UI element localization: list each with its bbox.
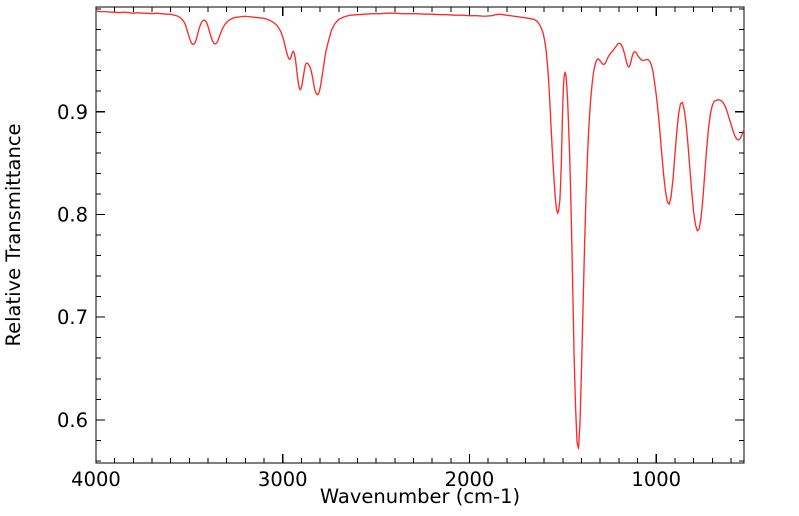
y-tick-label: 0.6 xyxy=(57,409,88,432)
y-axis-major-ticks xyxy=(96,111,744,421)
y-tick-label: 0.8 xyxy=(57,203,88,226)
spectrum-trace xyxy=(95,10,745,450)
x-axis-title: Wavenumber (cm-1) xyxy=(320,485,520,508)
y-axis-tick-labels: 0.6 0.7 0.8 0.9 xyxy=(57,101,88,432)
x-tick-label: 2000 xyxy=(445,468,495,491)
spectrum-series-group xyxy=(95,10,745,450)
y-tick-label: 0.9 xyxy=(57,101,88,124)
x-tick-label: 4000 xyxy=(71,468,121,491)
x-tick-label: 1000 xyxy=(631,468,681,491)
x-tick-label: 3000 xyxy=(258,468,308,491)
y-axis-title: Relative Transmittance xyxy=(2,123,25,346)
x-axis-tick-labels: 4000 3000 2000 1000 xyxy=(71,468,681,491)
x-axis-major-ticks xyxy=(95,7,657,463)
x-axis-minor-ticks xyxy=(114,7,732,463)
y-tick-label: 0.7 xyxy=(57,306,88,329)
y-axis-minor-ticks xyxy=(96,8,744,462)
plot-frame xyxy=(95,6,745,464)
